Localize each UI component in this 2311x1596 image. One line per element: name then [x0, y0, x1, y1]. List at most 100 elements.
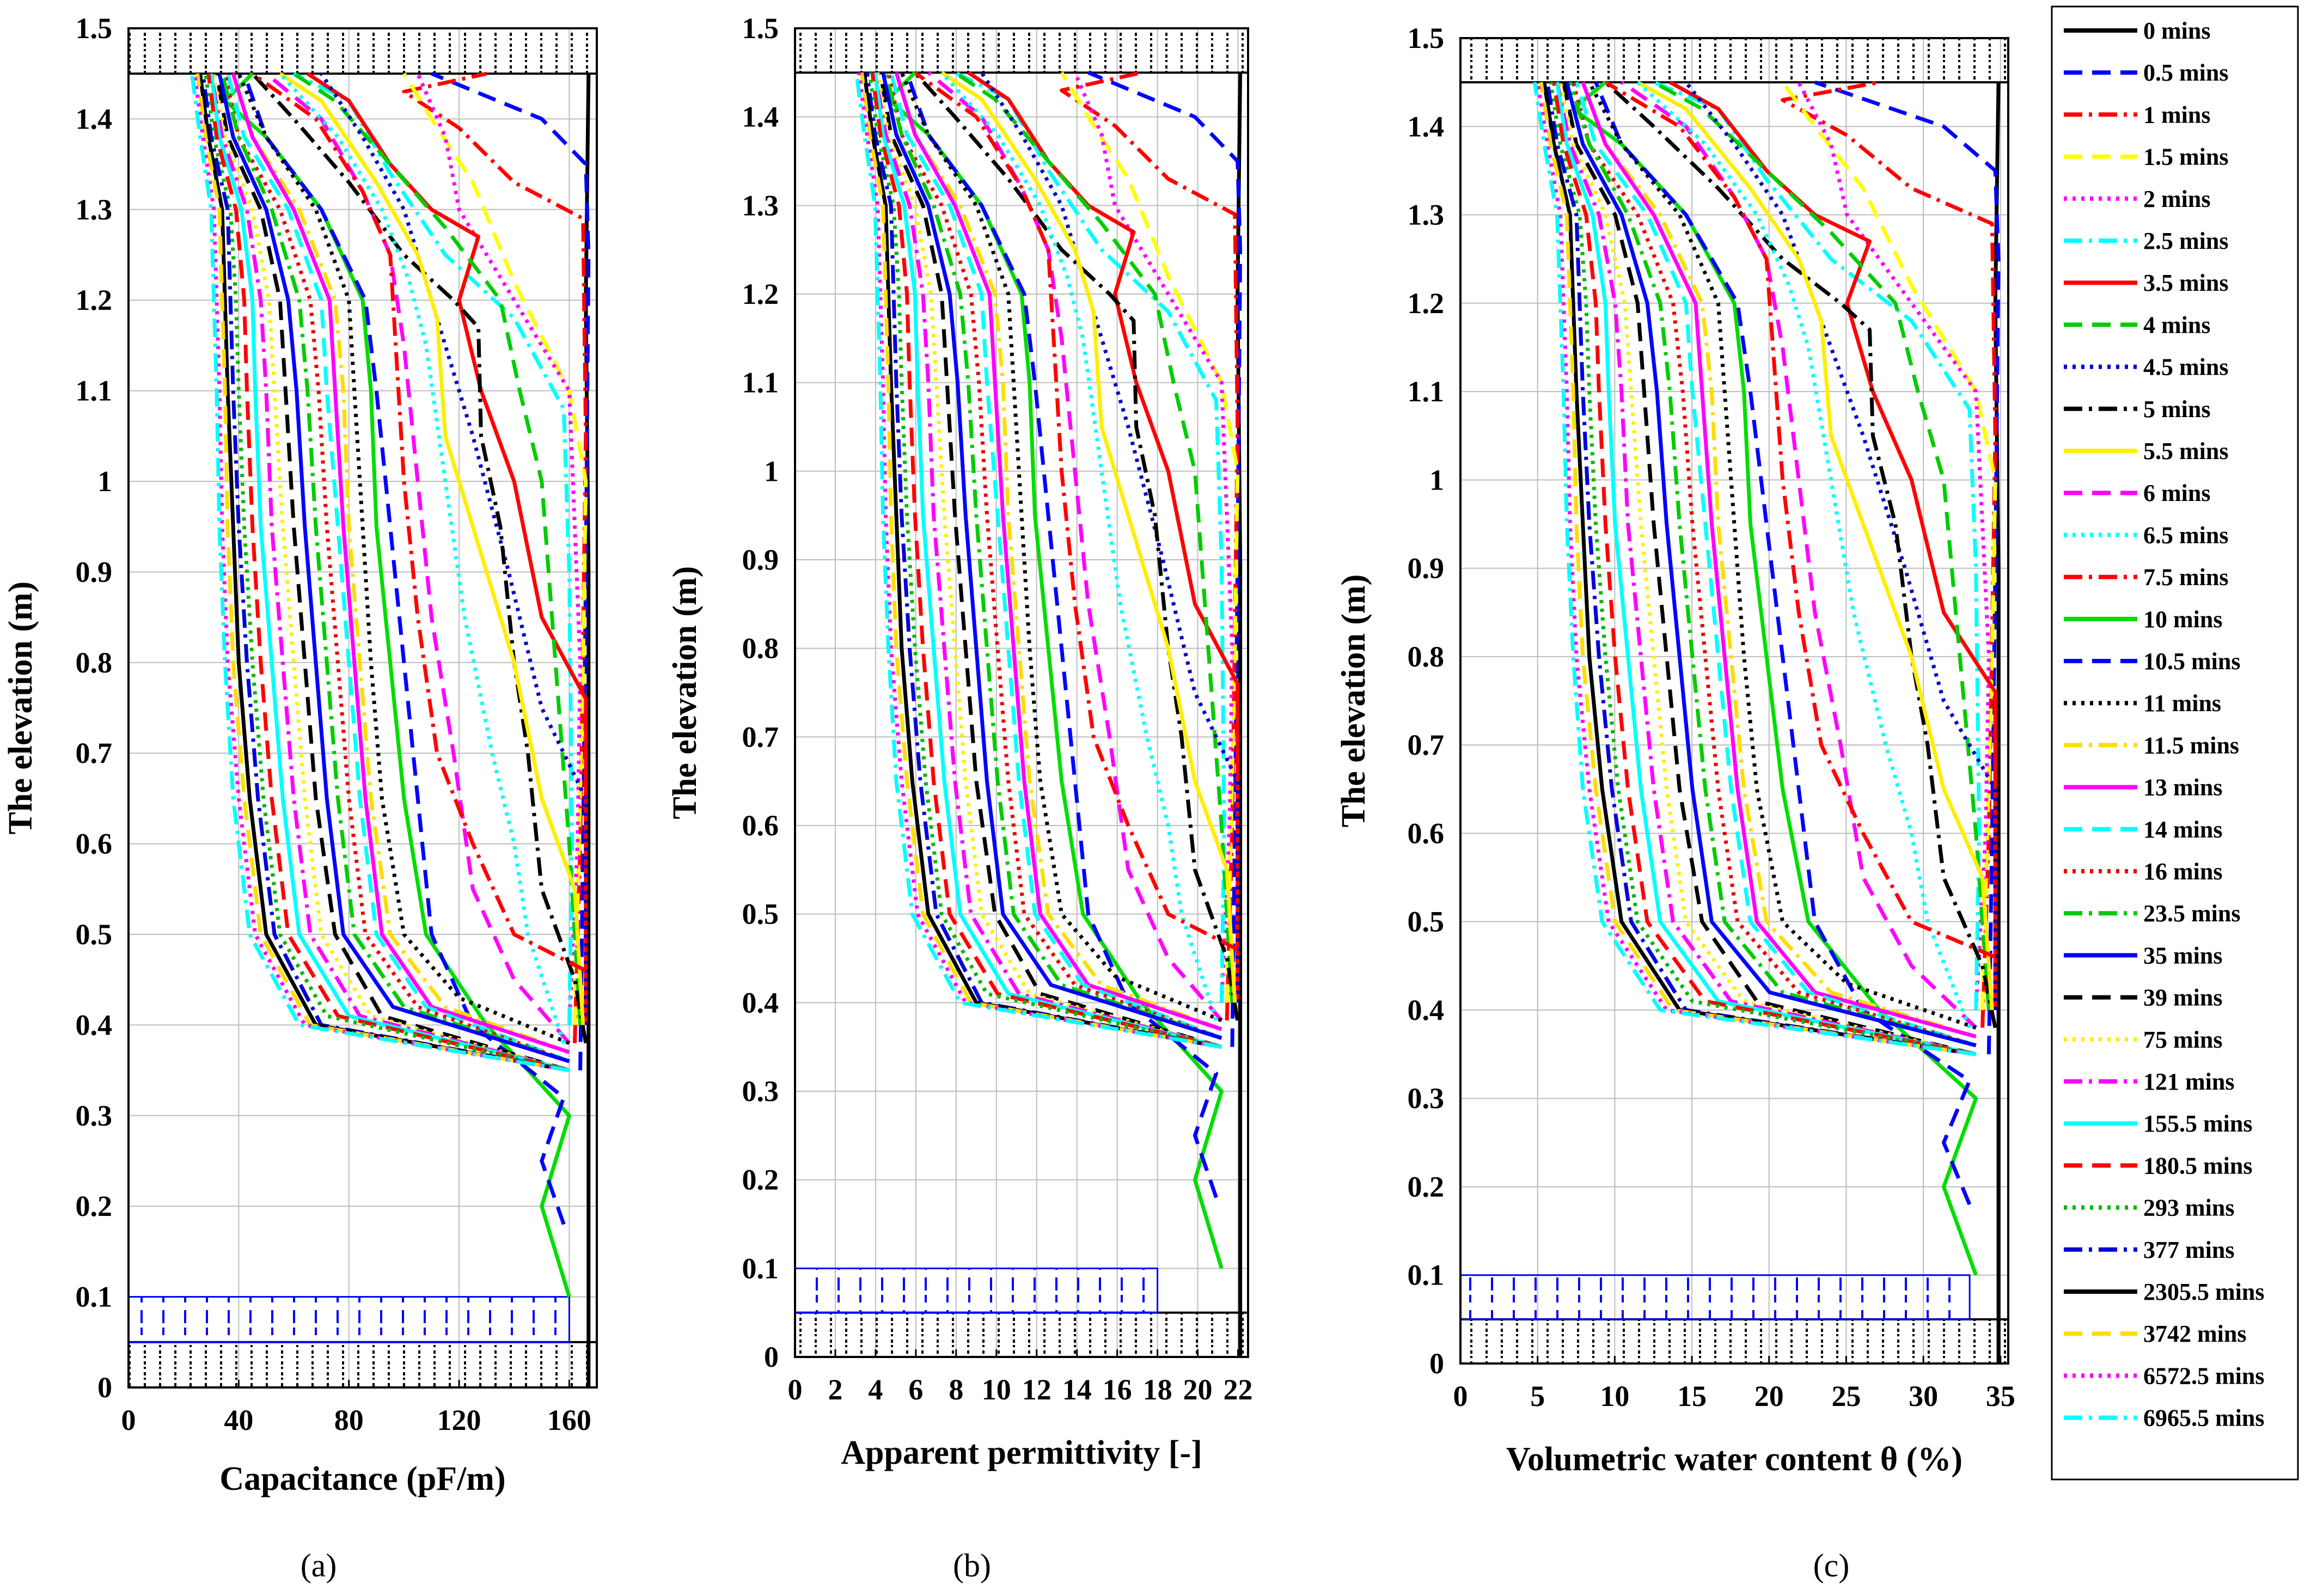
blue-hatch-band [127, 1296, 570, 1343]
series-line-11 [927, 71, 1223, 1022]
legend-label-9: 5 mins [2143, 396, 2210, 423]
y-tick-label: 0.1 [76, 1281, 113, 1313]
panel-c: 0 5 10 15 20 25 30 35 0 0.1 0.2 0.3 0.4 0.5 0.6 0.7 0.8 0… [1335, 22, 2015, 1583]
x-tick-label: 35 [1986, 1380, 2015, 1412]
y-tick-label: 0.9 [742, 543, 779, 576]
y-tick-label: 0.2 [742, 1164, 779, 1196]
series-line-6 [306, 72, 588, 1025]
legend-label-2: 1 mins [2143, 101, 2210, 128]
plot-frame [794, 27, 1249, 1358]
series-line-13 [914, 71, 1239, 951]
x-tick-label: 40 [224, 1404, 253, 1436]
legend-label-30: 2305.5 mins [2143, 1279, 2264, 1305]
legend-label-28: 293 mins [2143, 1195, 2234, 1221]
series-line-15 [1594, 81, 1972, 1206]
series-line-22 [1564, 82, 1977, 1048]
y-tick-label: 0.3 [742, 1075, 779, 1108]
y-tick-label: 0.6 [1408, 817, 1445, 849]
y-tick-label: 1 [764, 455, 779, 487]
y-tick-label: 0 [97, 1371, 112, 1404]
legend-label-14: 10 mins [2143, 606, 2222, 633]
series-line-19 [225, 73, 570, 1063]
series-line-8 [1684, 81, 1997, 1010]
series-line-8 [320, 72, 588, 1025]
series-line-20 [223, 73, 570, 1063]
legend-label-18: 13 mins [2143, 774, 2222, 801]
y-tick-label: 0.4 [76, 1008, 113, 1041]
y-tick-label: 0.2 [76, 1190, 113, 1222]
series-line-26 [209, 73, 570, 1072]
series-line-24 [212, 73, 570, 1072]
y-tick-label: 1.2 [742, 278, 779, 310]
series-line-9 [251, 72, 588, 1044]
series-line-18 [231, 73, 570, 1054]
panel-label: (a) [301, 1548, 337, 1583]
series-line-10 [1636, 81, 1994, 1011]
legend-label-6: 3.5 mins [2143, 270, 2228, 296]
series-line-0 [584, 74, 591, 1387]
y-tick-label: 1.2 [1408, 287, 1445, 320]
series-line-32 [1536, 82, 1977, 1056]
panel-label: (c) [1813, 1548, 1850, 1583]
series-line-29 [865, 72, 1222, 1049]
series-line-19 [1574, 82, 1977, 1048]
x-axis-title: Apparent permittivity [-] [841, 1434, 1202, 1471]
legend-label-10: 5.5 mins [2143, 438, 2228, 464]
legend-label-16: 11 mins [2143, 690, 2221, 717]
legend-label-25: 121 mins [2143, 1068, 2234, 1095]
y-tick-label: 1.4 [1408, 110, 1445, 143]
series-line-10 [279, 72, 585, 1025]
series-line-10 [940, 71, 1237, 1003]
blue-hatch-band [1459, 1274, 1971, 1320]
y-axis-title: The elevation (m) [1335, 574, 1372, 828]
series-line-1 [1087, 71, 1243, 1047]
series-line-28 [204, 73, 570, 1073]
top-hatch-band [795, 28, 1248, 73]
series-line-12 [1636, 81, 1972, 1029]
y-tick-label: 0.6 [742, 809, 779, 842]
series-line-22 [881, 72, 1222, 1040]
bottom-hatch-band [1460, 1319, 2008, 1363]
series-line-33 [1532, 82, 1977, 1056]
y-tick-label: 1.3 [76, 193, 113, 226]
series-line-27 [870, 72, 1222, 1049]
series-line-15 [905, 72, 1218, 1198]
series-line-26 [873, 72, 1222, 1049]
x-tick-label: 160 [547, 1404, 591, 1436]
series-line-1 [1814, 80, 2001, 1055]
x-tick-label: 10 [982, 1373, 1011, 1406]
legend-label-7: 4 mins [2143, 311, 2210, 338]
x-tick-label: 80 [334, 1404, 364, 1436]
series-line-9 [913, 71, 1240, 1021]
y-tick-label: 1.4 [742, 101, 779, 133]
y-tick-label: 0.3 [76, 1099, 113, 1132]
series-line-32 [857, 72, 1222, 1049]
series-line-8 [980, 71, 1240, 1003]
legend: 0 mins 0.5 mins 1 mins 1.5 mins 2 mins 2.5 mi… [2051, 5, 2299, 1481]
legend-label-3: 1.5 mins [2143, 144, 2228, 170]
series-line-2 [1781, 80, 1997, 1028]
y-axis-title: The elevation (m) [667, 566, 704, 820]
x-tick-label: 22 [1224, 1373, 1253, 1406]
series-line-16 [900, 71, 1222, 1023]
plot-frame [1459, 37, 2009, 1365]
series-line-26 [1555, 82, 1977, 1056]
legend-label-24: 75 mins [2143, 1026, 2222, 1053]
y-tick-label: 0.7 [1408, 729, 1445, 761]
legend-label-31: 3742 mins [2143, 1320, 2246, 1347]
x-tick-label: 18 [1143, 1373, 1172, 1406]
legend-label-27: 180.5 mins [2143, 1152, 2252, 1179]
y-tick-label: 1 [97, 465, 112, 498]
x-axis-title: Volumetric water content θ (%) [1506, 1441, 1962, 1478]
y-tick-label: 1.3 [742, 189, 779, 222]
series-line-11 [265, 72, 571, 1044]
x-axis-title: Capacitance (pF/m) [219, 1460, 505, 1497]
legend-label-26: 155.5 mins [2143, 1110, 2252, 1137]
series-line-20 [886, 72, 1222, 1040]
legend-label-23: 39 mins [2143, 984, 2222, 1011]
x-tick-label: 30 [1909, 1380, 1938, 1412]
x-tick-label: 25 [1831, 1380, 1861, 1412]
series-line-0 [1236, 72, 1243, 1357]
y-tick-label: 1.5 [76, 12, 113, 45]
